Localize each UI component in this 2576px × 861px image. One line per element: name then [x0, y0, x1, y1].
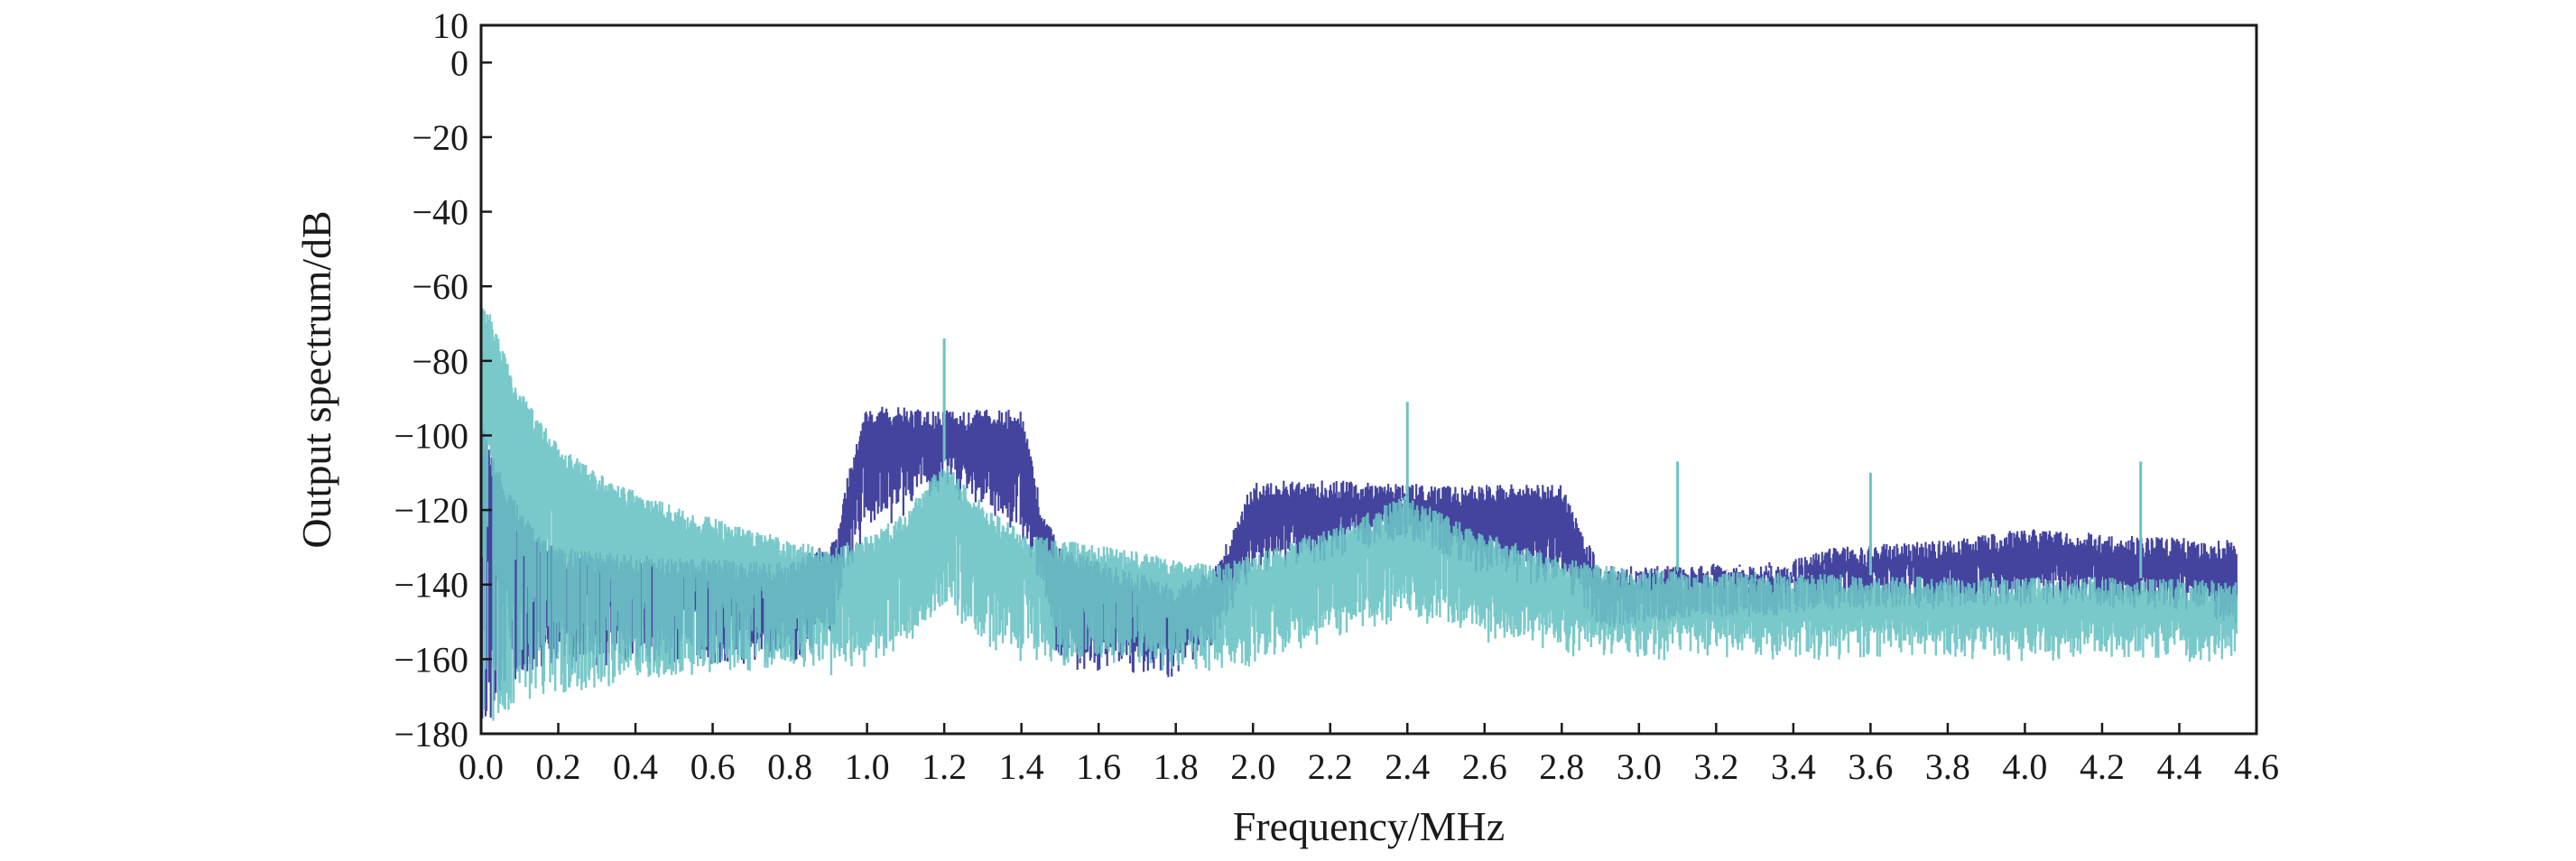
plot-area [479, 51, 2238, 721]
x-tick-label: 1.8 [1154, 746, 1199, 787]
y-tick-label: −60 [412, 266, 468, 307]
y-tick-label: −100 [394, 415, 468, 456]
x-tick-label: 3.0 [1617, 746, 1662, 787]
y-tick-label: 0 [450, 42, 468, 83]
y-tick-label: −180 [394, 714, 468, 755]
x-tick-label: 0.0 [459, 746, 504, 787]
plot-frame [479, 23, 2258, 736]
x-tick-label: 2.4 [1385, 746, 1430, 787]
y-axis: 100 −20 −40 −60 −80 −100 −120 −140 −160 −180 [394, 5, 492, 755]
y-tick-label: −40 [412, 192, 468, 233]
y-tick-label: −80 [412, 341, 468, 382]
x-tick-label: 1.6 [1076, 746, 1121, 787]
x-tick-label: 2.0 [1230, 746, 1275, 787]
x-tick-label: 1.4 [999, 746, 1044, 787]
x-tick-label: 4.0 [2002, 746, 2047, 787]
x-tick-label: 3.2 [1693, 746, 1738, 787]
x-tick-label: 4.4 [2156, 746, 2201, 787]
x-tick-label: 3.4 [1771, 746, 1816, 787]
x-tick-label: 2.6 [1462, 746, 1507, 787]
x-tick-label: 1.2 [922, 746, 967, 787]
x-axis-title: Frequency/MHz [1233, 803, 1505, 849]
x-tick-label: 2.2 [1308, 746, 1353, 787]
x-tick-label: 0.6 [690, 746, 736, 787]
y-axis-title: Output spectrum/dB [293, 210, 339, 548]
x-axis: 0.0 0.2 0.4 0.6 0.8 1.0 1.2 1.4 1.6 1.8 2.0 2.2 2.4 2… [459, 723, 2279, 787]
x-tick-label: 3.8 [1925, 746, 1970, 787]
x-tick-label: 2.8 [1539, 746, 1584, 787]
x-tick-label: 0.2 [536, 746, 581, 787]
y-tick-label: −120 [394, 490, 468, 531]
y-tick-label: −140 [394, 565, 468, 606]
x-tick-label: 4.2 [2080, 746, 2125, 787]
x-tick-label: 3.6 [1848, 746, 1893, 787]
y-tick-label: 10 [432, 5, 468, 46]
x-tick-label: 1.0 [845, 746, 890, 787]
x-tick-label: 0.8 [767, 746, 812, 787]
y-tick-label: −160 [394, 639, 468, 680]
y-tick-label: −20 [412, 117, 468, 158]
x-tick-label: 4.6 [2234, 746, 2279, 787]
x-tick-label: 0.4 [613, 746, 658, 787]
